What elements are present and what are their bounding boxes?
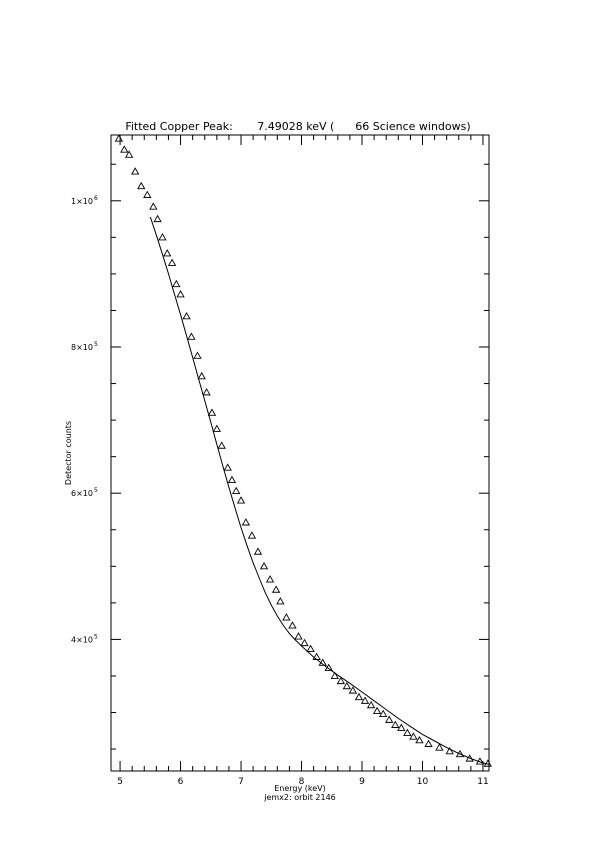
y-tick-label: 8×10 [71, 343, 93, 352]
data-point-triangle [207, 408, 217, 416]
data-point-triangle [197, 371, 206, 380]
data-point-triangle [217, 441, 226, 449]
axis-ticks [111, 135, 489, 771]
data-point-triangle [271, 585, 281, 593]
data-point-triangle [330, 671, 339, 679]
data-point-triangle [114, 134, 124, 142]
data-point-triangle [312, 652, 321, 660]
data-point-triangle [391, 720, 400, 728]
x-tick-label: 6 [178, 777, 184, 787]
x-tick-label: 11 [477, 777, 488, 787]
data-point-triangle [143, 190, 152, 198]
y-tick-label-exponent: 5 [94, 341, 98, 348]
plot-frame [110, 134, 490, 772]
x-tick-labels: 5 6 7 8 9 10 11 [117, 777, 488, 787]
x-axis-label: Energy (keV) [274, 784, 326, 793]
data-point-triangle [318, 658, 327, 666]
data-point-triangle [475, 757, 485, 765]
y-tick-labels: 4×10 56×10 58×10 51×10 6 [71, 195, 98, 645]
x-tick-label: 5 [117, 777, 123, 787]
data-point-triangle [153, 214, 162, 223]
data-markers [114, 134, 492, 767]
data-point-triangle [163, 249, 172, 257]
data-point-triangle [212, 424, 222, 432]
data-point-triangle [158, 233, 167, 241]
y-tick-label-exponent: 5 [94, 633, 98, 640]
data-point-triangle [445, 746, 454, 755]
data-point-triangle [193, 351, 202, 359]
data-point-triangle [385, 715, 394, 723]
data-point-triangle [378, 709, 388, 717]
data-point-triangle [342, 681, 352, 690]
data-point-triangle [276, 597, 285, 605]
data-point-triangle [137, 181, 146, 190]
data-point-triangle [265, 575, 275, 583]
data-point-triangle [465, 754, 474, 762]
data-point-triangle [202, 388, 211, 396]
data-point-triangle [294, 632, 303, 640]
data-point-triangle [455, 749, 465, 758]
data-point-triangle [167, 258, 177, 266]
data-point-triangle [360, 696, 370, 704]
data-point-triangle [354, 692, 364, 701]
data-point-triangle [149, 202, 158, 210]
data-point-triangle [409, 732, 418, 740]
data-point-triangle [403, 728, 412, 736]
data-point-triangle [288, 621, 297, 629]
x-tick-label: 7 [238, 777, 244, 787]
data-point-triangle [176, 290, 185, 298]
data-point-triangle [259, 562, 269, 570]
data-point-triangle [232, 486, 241, 495]
data-point-triangle [397, 723, 406, 731]
data-point-triangle [131, 167, 140, 175]
data-point-triangle [424, 739, 433, 747]
data-point-triangle [223, 463, 232, 471]
y-axis-label: Detector counts [64, 421, 73, 485]
data-point-triangle [241, 518, 251, 526]
x-tick-label: 8 [299, 777, 305, 787]
data-point-triangle [124, 150, 134, 158]
chart-title: Fitted Copper Peak: 7.49028 keV ( 66 Sci… [125, 120, 470, 133]
data-point-triangle [282, 613, 291, 621]
data-point-triangle [253, 547, 263, 555]
data-point-triangle [372, 706, 382, 715]
data-point-triangle [483, 759, 492, 767]
x-tick-label: 10 [417, 777, 429, 787]
y-tick-label: 6×10 [71, 489, 93, 498]
data-point-triangle [348, 686, 358, 694]
chart-caption: jemx2: orbit 2146 [263, 793, 336, 802]
data-point-triangle [182, 311, 191, 320]
data-point-triangle [227, 475, 237, 484]
y-tick-label-exponent: 5 [94, 487, 98, 494]
data-point-triangle [306, 644, 315, 652]
fit-line [149, 216, 490, 765]
data-point-triangle [435, 743, 444, 751]
data-point-triangle [324, 663, 333, 671]
data-point-triangle [187, 332, 196, 340]
data-point-triangle [366, 700, 376, 709]
data-point-triangle [247, 531, 257, 539]
fit-line-group [149, 216, 490, 765]
data-point-triangle [336, 676, 345, 685]
data-point-triangle [415, 735, 424, 744]
y-tick-label: 1×10 [71, 197, 93, 206]
data-point-triangle [120, 145, 129, 153]
x-tick-label: 9 [359, 777, 365, 787]
data-point-triangle [236, 496, 246, 504]
y-tick-label: 4×10 [71, 635, 93, 644]
data-point-triangle [300, 638, 309, 647]
data-point-triangle [172, 279, 181, 288]
y-tick-label-exponent: 6 [94, 195, 98, 202]
